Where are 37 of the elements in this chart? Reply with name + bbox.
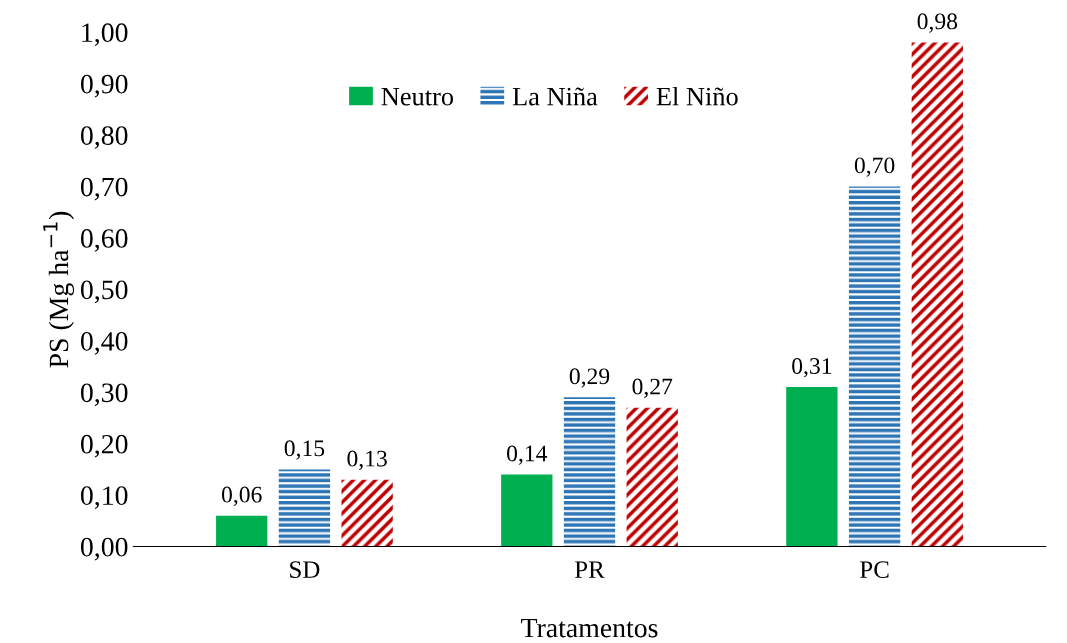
y-tick-label: 0,40 bbox=[80, 331, 128, 355]
bar bbox=[786, 387, 838, 547]
y-axis-title: PS (Mg ha$^{−1}$) bbox=[43, 211, 75, 368]
y-tick-label: 0,10 bbox=[80, 486, 128, 510]
y-tick-label: 0,90 bbox=[80, 74, 128, 98]
y-tick-label: 0,00 bbox=[80, 537, 128, 561]
data-label: 0,06 bbox=[221, 486, 262, 506]
x-tick-label: SD bbox=[290, 561, 320, 579]
data-label: 0,14 bbox=[507, 445, 548, 465]
bar bbox=[626, 407, 678, 547]
y-tick-label: 0,80 bbox=[80, 126, 128, 149]
y-tick-label: 0,20 bbox=[80, 434, 128, 458]
data-label: 0,27 bbox=[632, 378, 673, 398]
bar bbox=[216, 515, 268, 547]
x-tick-label: PR bbox=[574, 561, 605, 578]
x-tick-label: PC bbox=[860, 561, 889, 579]
data-label: 0,70 bbox=[854, 157, 895, 177]
legend-label: El Niño bbox=[656, 86, 738, 106]
data-label: 0,13 bbox=[347, 450, 387, 470]
data-label: 0,29 bbox=[569, 368, 610, 388]
y-tick-label: 0,30 bbox=[80, 383, 128, 407]
legend-label: Neutro bbox=[381, 87, 454, 106]
data-label: 0,31 bbox=[792, 358, 832, 378]
bar bbox=[563, 397, 616, 547]
bar bbox=[911, 42, 963, 547]
y-tick-label: 0,60 bbox=[80, 229, 128, 252]
data-label: 0,98 bbox=[917, 13, 958, 33]
bar bbox=[341, 479, 393, 547]
y-tick-label: 0,50 bbox=[80, 280, 128, 304]
y-tick-label: 0,70 bbox=[80, 177, 128, 201]
x-axis-title: Tratamentos bbox=[521, 618, 658, 638]
bar bbox=[278, 469, 331, 547]
bar bbox=[848, 186, 901, 547]
data-label: 0,15 bbox=[284, 440, 325, 460]
legend-label: La Niña bbox=[512, 87, 598, 106]
y-tick-label: 1,00 bbox=[82, 23, 128, 47]
bar bbox=[501, 474, 553, 547]
